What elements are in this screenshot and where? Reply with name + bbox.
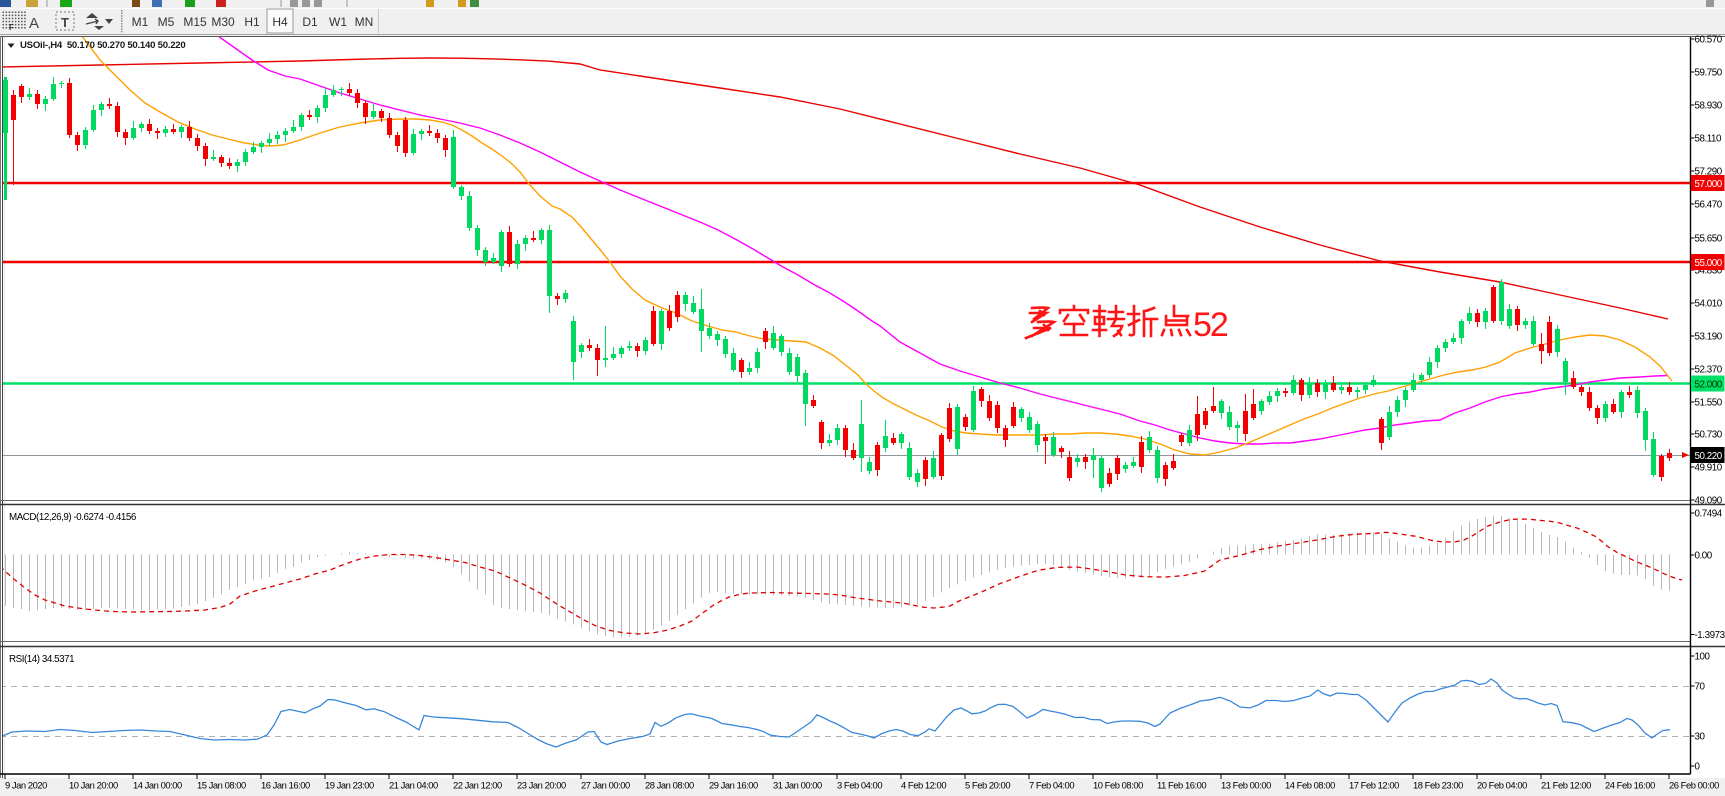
svg-text:26 Feb 00:00: 26 Feb 00:00 (1669, 780, 1719, 791)
svg-text:RSI(14) 34.5371: RSI(14) 34.5371 (9, 654, 74, 665)
svg-text:55.000: 55.000 (1695, 258, 1723, 269)
svg-text:21 Jan 04:00: 21 Jan 04:00 (389, 780, 438, 791)
svg-text:52.370: 52.370 (1695, 365, 1723, 376)
svg-text:24 Feb 16:00: 24 Feb 16:00 (1605, 780, 1655, 791)
svg-text:52.000: 52.000 (1695, 380, 1723, 391)
svg-text:F: F (9, 23, 14, 32)
svg-text:56.470: 56.470 (1695, 200, 1723, 211)
svg-text:USOil-,H4 50.170 50.270 50.14: USOil-,H4 50.170 50.270 50.140 50.220 (20, 40, 185, 51)
svg-text:0.7494: 0.7494 (1695, 509, 1723, 520)
svg-text:M15: M15 (183, 15, 207, 29)
svg-text:13 Feb 00:00: 13 Feb 00:00 (1221, 780, 1271, 791)
svg-text:M30: M30 (211, 15, 235, 29)
svg-text:MACD(12,26,9) -0.6274 -0.4156: MACD(12,26,9) -0.6274 -0.4156 (9, 512, 137, 523)
svg-text:7 Feb 04:00: 7 Feb 04:00 (1029, 780, 1074, 791)
svg-text:51.550: 51.550 (1695, 398, 1723, 409)
svg-text:31 Jan 00:00: 31 Jan 00:00 (773, 780, 822, 791)
svg-text:3 Feb 04:00: 3 Feb 04:00 (837, 780, 882, 791)
svg-text:-1.3973: -1.3973 (1695, 630, 1725, 641)
svg-text:H4: H4 (272, 15, 288, 29)
svg-text:D1: D1 (302, 15, 318, 29)
svg-text:9 Jan 2020: 9 Jan 2020 (5, 780, 47, 791)
svg-text:29 Jan 16:00: 29 Jan 16:00 (709, 780, 758, 791)
svg-text:50.220: 50.220 (1695, 451, 1723, 462)
svg-text:15 Jan 08:00: 15 Jan 08:00 (197, 780, 246, 791)
svg-text:28 Jan 08:00: 28 Jan 08:00 (645, 780, 694, 791)
svg-text:58.930: 58.930 (1695, 101, 1723, 112)
svg-text:60.570: 60.570 (1695, 35, 1723, 46)
svg-text:A: A (29, 15, 39, 32)
svg-text:22 Jan 12:00: 22 Jan 12:00 (453, 780, 502, 791)
svg-text:5 Feb 20:00: 5 Feb 20:00 (965, 780, 1010, 791)
svg-text:49.910: 49.910 (1695, 463, 1723, 474)
svg-text:50.730: 50.730 (1695, 430, 1723, 441)
svg-text:20 Feb 04:00: 20 Feb 04:00 (1477, 780, 1527, 791)
svg-text:MN: MN (355, 15, 374, 29)
svg-text:27 Jan 00:00: 27 Jan 00:00 (581, 780, 630, 791)
svg-text:M5: M5 (158, 15, 175, 29)
svg-text:10 Jan 20:00: 10 Jan 20:00 (69, 780, 118, 791)
svg-text:W1: W1 (329, 15, 347, 29)
svg-text:16 Jan 16:00: 16 Jan 16:00 (261, 780, 310, 791)
svg-text:21 Feb 12:00: 21 Feb 12:00 (1541, 780, 1591, 791)
svg-text:70: 70 (1695, 682, 1706, 693)
svg-text:11 Feb 16:00: 11 Feb 16:00 (1157, 780, 1206, 791)
svg-text:10 Feb 08:00: 10 Feb 08:00 (1093, 780, 1143, 791)
svg-text:55.650: 55.650 (1695, 234, 1723, 245)
svg-text:57.000: 57.000 (1695, 179, 1723, 190)
svg-text:52: 52 (1193, 306, 1228, 344)
svg-text:57.290: 57.290 (1695, 167, 1723, 178)
svg-text:100: 100 (1695, 652, 1711, 663)
svg-text:58.110: 58.110 (1695, 134, 1723, 145)
svg-text:59.750: 59.750 (1695, 68, 1723, 79)
svg-text:17 Feb 12:00: 17 Feb 12:00 (1349, 780, 1399, 791)
svg-text:19 Jan 23:00: 19 Jan 23:00 (325, 780, 374, 791)
svg-text:0.00: 0.00 (1695, 551, 1713, 562)
svg-text:18 Feb 23:00: 18 Feb 23:00 (1413, 780, 1463, 791)
svg-text:54.010: 54.010 (1695, 299, 1723, 310)
svg-text:23 Jan 20:00: 23 Jan 20:00 (517, 780, 566, 791)
svg-text:T: T (61, 15, 69, 30)
svg-text:14 Jan 00:00: 14 Jan 00:00 (133, 780, 182, 791)
svg-text:H1: H1 (244, 15, 260, 29)
svg-text:4 Feb 12:00: 4 Feb 12:00 (901, 780, 946, 791)
svg-text:M1: M1 (132, 15, 149, 29)
svg-text:30: 30 (1695, 732, 1706, 743)
svg-text:14 Feb 08:00: 14 Feb 08:00 (1285, 780, 1335, 791)
svg-text:53.190: 53.190 (1695, 332, 1723, 343)
svg-text:49.090: 49.090 (1695, 496, 1723, 507)
svg-text:54.830: 54.830 (1695, 266, 1723, 277)
svg-text:0: 0 (1695, 762, 1701, 773)
